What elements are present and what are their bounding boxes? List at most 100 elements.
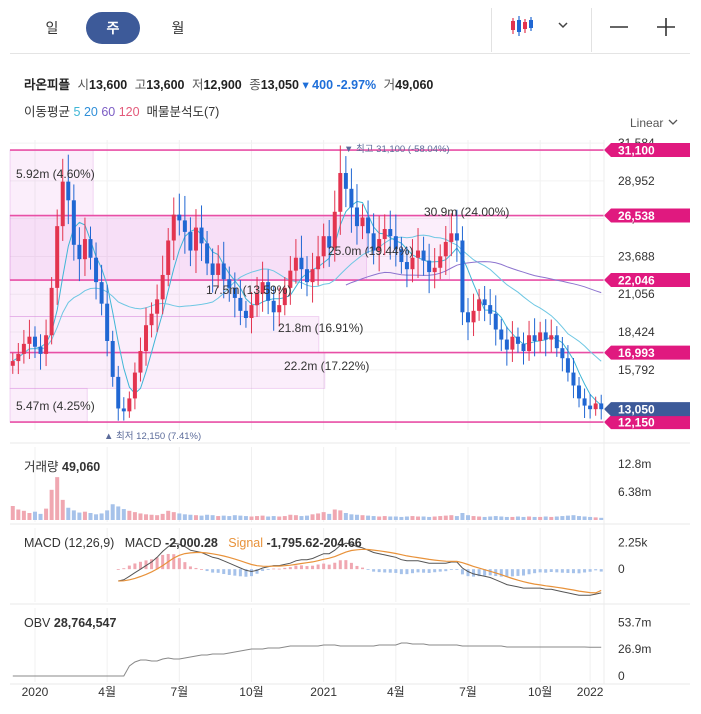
macd-bar: [427, 569, 431, 573]
x-tick-label: 10월: [239, 685, 263, 699]
volume-bar: [449, 515, 454, 520]
macd-bar: [388, 569, 392, 573]
candle: [71, 184, 76, 261]
volume-bar: [421, 516, 426, 520]
y-tick-label: 23,688: [618, 249, 655, 263]
plus-icon[interactable]: [655, 16, 677, 38]
candle: [243, 300, 248, 328]
macd-bar: [138, 561, 142, 570]
volume-profile-label: 25.0m (19.44%): [328, 244, 413, 258]
macd-bar: [161, 554, 165, 570]
volume-bar: [504, 516, 509, 520]
macd-bar: [238, 569, 242, 577]
candle: [382, 214, 387, 256]
macd-bar: [150, 559, 154, 570]
macd-bar: [499, 569, 503, 577]
volume-profile-bar: [9, 352, 326, 389]
svg-text:13,050: 13,050: [618, 403, 655, 417]
macd-bar: [344, 560, 348, 570]
chevron-down-icon[interactable]: [556, 18, 570, 32]
candle: [504, 326, 509, 366]
volume-bar: [243, 516, 248, 520]
candle: [571, 358, 576, 399]
macd-bar: [522, 569, 526, 576]
scale-dropdown[interactable]: Linear: [630, 116, 679, 130]
candle: [493, 295, 498, 346]
macd-title: MACD (12,26,9) MACD -2,000.28 Signal -1,…: [24, 536, 362, 550]
volume-bar: [465, 515, 470, 520]
volume-bar: [327, 513, 332, 520]
candle: [282, 277, 287, 316]
volume-bar: [438, 516, 443, 520]
macd-bar: [460, 569, 464, 575]
svg-text:31,100: 31,100: [618, 144, 655, 158]
volume-bar: [366, 515, 371, 520]
candle: [155, 284, 160, 333]
volume-bar: [477, 516, 482, 520]
candle: [432, 248, 437, 289]
volume-profile-legend: 매물분석도(7): [146, 105, 220, 119]
macd-bar: [122, 568, 126, 570]
volume-bar: [460, 513, 465, 520]
candle: [227, 266, 232, 302]
ma-60: 60: [101, 105, 116, 119]
candle: [343, 156, 348, 208]
volume-bar: [99, 513, 104, 520]
volume-bar: [499, 516, 504, 520]
macd-bar: [155, 557, 159, 570]
y-tick-label: 21,056: [618, 287, 655, 301]
candlestick-icon[interactable]: [510, 14, 536, 38]
macd-bar: [422, 569, 426, 573]
candle: [543, 319, 548, 357]
candle: [32, 326, 37, 358]
volume-bar: [205, 514, 210, 520]
macd-bar: [277, 568, 281, 570]
macd-bar: [255, 569, 259, 574]
macd-bar: [349, 562, 353, 570]
macd-bar: [444, 569, 448, 572]
macd-bar: [433, 569, 437, 573]
tab-week[interactable]: 주: [86, 12, 140, 44]
volume-bar: [377, 516, 382, 520]
volume-bar: [94, 514, 99, 520]
candle: [99, 264, 104, 316]
volume-bar: [321, 512, 326, 520]
volume-bar: [127, 510, 132, 520]
candle: [10, 352, 15, 374]
macd-bar: [566, 569, 570, 573]
candle: [488, 289, 493, 326]
volume-profile-label: 5.47m (4.25%): [16, 399, 95, 413]
volume-bar: [588, 516, 593, 520]
volume-bar: [371, 516, 376, 520]
macd-bar: [222, 569, 226, 575]
candle: [460, 226, 465, 326]
volume-bar: [305, 515, 309, 520]
macd-bar: [194, 567, 198, 570]
candle: [377, 215, 382, 272]
macd-bar: [338, 560, 342, 570]
volume-bar: [582, 516, 587, 520]
volume-bar: [27, 513, 32, 520]
candle: [210, 248, 215, 293]
tab-day[interactable]: 일: [45, 20, 59, 36]
volume-bar: [521, 516, 526, 520]
tab-month[interactable]: 월: [171, 20, 185, 36]
candle: [88, 226, 93, 270]
candle: [149, 302, 154, 338]
macd-bar: [510, 569, 514, 577]
volume-bar: [593, 517, 598, 520]
volume-bar: [121, 509, 126, 520]
macd-bar: [394, 569, 398, 573]
candle: [132, 362, 137, 410]
macd-bar: [516, 569, 520, 576]
volume-profile-label: 5.92m (4.60%): [16, 167, 95, 181]
volume-bar: [571, 515, 576, 520]
volume-bar: [338, 510, 343, 520]
candle: [316, 235, 321, 286]
candle: [238, 280, 243, 326]
candle: [549, 319, 554, 353]
candle: [38, 334, 43, 370]
minus-icon[interactable]: [608, 16, 630, 38]
candle: [393, 214, 398, 267]
